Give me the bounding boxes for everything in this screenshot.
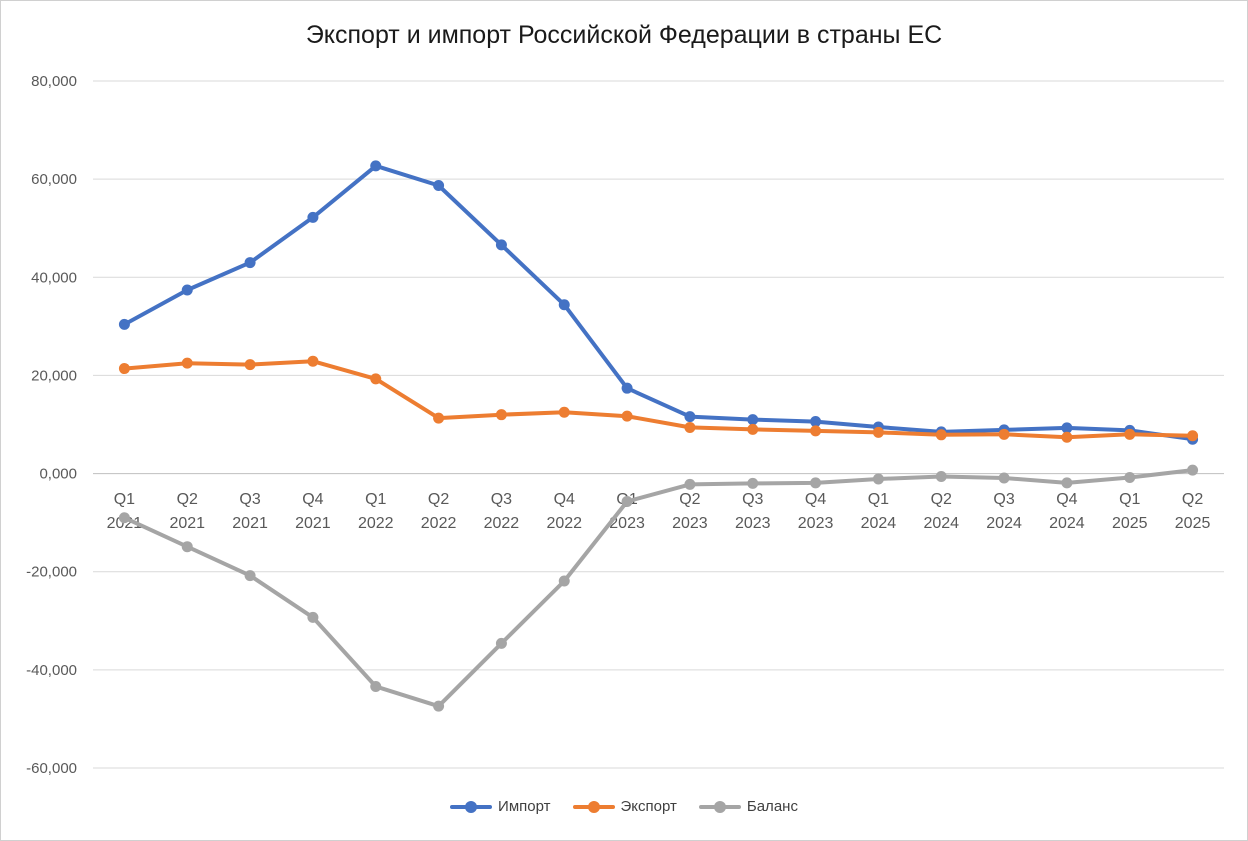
y-tick-label: 0,000	[39, 466, 77, 483]
data-point	[495, 637, 507, 649]
data-point	[1124, 471, 1136, 483]
data-point	[244, 570, 256, 582]
x-tick-label: Q2 2024	[923, 491, 959, 532]
y-tick-label: -60,000	[26, 760, 77, 777]
data-point	[684, 478, 696, 490]
data-point	[433, 180, 445, 192]
data-point	[810, 425, 822, 437]
data-point	[747, 414, 759, 426]
legend-label: Импорт	[498, 798, 551, 815]
data-point	[181, 357, 193, 369]
data-point	[495, 409, 507, 421]
data-point	[621, 496, 633, 508]
data-point	[433, 412, 445, 424]
data-point	[1061, 431, 1073, 443]
data-point	[118, 363, 130, 375]
x-tick-label: Q2 2022	[421, 491, 457, 532]
x-tick-label: Q3 2024	[986, 491, 1022, 532]
legend-label: Экспорт	[620, 798, 677, 815]
data-point	[1124, 428, 1136, 440]
legend-item-2: Экспорт	[572, 798, 677, 815]
data-point	[307, 611, 319, 623]
legend: Импорт Экспорт Баланс	[1, 798, 1247, 815]
data-point	[810, 416, 822, 428]
y-tick-label: 80,000	[31, 73, 77, 90]
x-tick-label: Q3 2021	[232, 491, 268, 532]
data-point	[181, 284, 193, 296]
y-tick-label: -40,000	[26, 662, 77, 679]
series-line-2	[122, 359, 1195, 440]
data-point	[810, 477, 822, 489]
data-point	[1061, 477, 1073, 489]
data-point	[433, 700, 445, 712]
data-point	[118, 318, 130, 330]
data-point	[684, 421, 696, 433]
data-point	[1061, 422, 1073, 434]
data-point	[1187, 430, 1199, 442]
data-point	[621, 382, 633, 394]
data-point	[1187, 464, 1199, 476]
data-point	[872, 473, 884, 485]
chart-title: Экспорт и импорт Российской Федерации в …	[305, 21, 943, 49]
x-tick-label: Q4 2024	[1049, 491, 1085, 532]
x-tick-label: Q3 2022	[484, 491, 520, 532]
data-point	[747, 423, 759, 435]
series-line-3	[122, 468, 1195, 709]
y-tick-label: 20,000	[31, 367, 77, 384]
x-tick-label: Q4 2021	[295, 491, 331, 532]
x-tick-label: Q4 2023	[798, 491, 834, 532]
legend-item-3: Баланс	[698, 798, 798, 815]
x-tick-label: Q4 2022	[546, 491, 582, 532]
data-point	[307, 211, 319, 223]
data-point	[181, 541, 193, 553]
y-tick-label: 40,000	[31, 269, 77, 286]
data-point	[558, 406, 570, 418]
x-tick-label: Q2 2025	[1175, 491, 1211, 532]
data-point	[684, 411, 696, 423]
data-point	[370, 160, 382, 172]
data-point	[307, 355, 319, 367]
data-point	[747, 477, 759, 489]
legend-label: Баланс	[746, 798, 798, 815]
x-tick-label: Q3 2023	[735, 491, 771, 532]
data-point	[621, 410, 633, 422]
x-tick-label: Q2 2023	[672, 491, 708, 532]
data-point	[495, 239, 507, 251]
data-point	[244, 257, 256, 269]
data-point	[370, 373, 382, 385]
x-tick-label: Q2 2021	[169, 491, 205, 532]
x-tick-label: Q1 2022	[358, 491, 394, 532]
data-point	[935, 429, 947, 441]
data-point	[998, 428, 1010, 440]
data-point	[370, 681, 382, 693]
legend-marker-icon	[572, 800, 615, 814]
y-tick-label: -20,000	[26, 564, 77, 581]
legend-item-1: Импорт	[450, 798, 551, 815]
data-point	[998, 472, 1010, 484]
data-point	[558, 575, 570, 587]
data-point	[244, 359, 256, 371]
x-tick-label: Q1 2024	[861, 491, 897, 532]
x-tick-label: Q1 2025	[1112, 491, 1148, 532]
series-line-1	[122, 163, 1195, 442]
x-tick-label: Q1 2021	[107, 491, 143, 532]
data-point	[935, 471, 947, 483]
data-point	[558, 299, 570, 311]
y-tick-label: 60,000	[31, 171, 77, 188]
data-point	[872, 426, 884, 438]
legend-marker-icon	[698, 800, 741, 814]
data-point	[118, 512, 130, 524]
legend-marker-icon	[450, 800, 493, 814]
